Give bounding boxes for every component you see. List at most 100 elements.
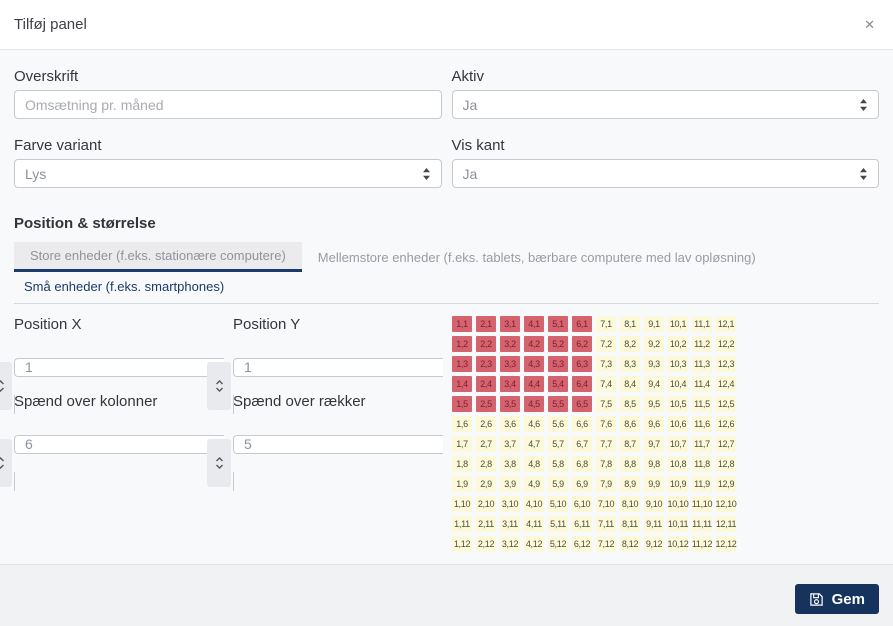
grid-cell-3-9[interactable]: 3,9 — [500, 476, 520, 492]
grid-cell-2-6[interactable]: 2,6 — [476, 416, 496, 432]
grid-cell-7-5[interactable]: 7,5 — [596, 396, 616, 412]
tab-medium-devices[interactable]: Mellemstore enheder (f.eks. tablets, bær… — [302, 242, 772, 272]
grid-cell-5-7[interactable]: 5,7 — [548, 436, 568, 452]
grid-cell-8-12[interactable]: 8,12 — [620, 536, 640, 552]
grid-cell-4-6[interactable]: 4,6 — [524, 416, 544, 432]
grid-cell-2-8[interactable]: 2,8 — [476, 456, 496, 472]
grid-cell-3-1[interactable]: 3,1 — [500, 316, 520, 332]
grid-cell-12-9[interactable]: 12,9 — [716, 476, 736, 492]
grid-cell-6-10[interactable]: 6,10 — [572, 496, 592, 512]
grid-cell-8-2[interactable]: 8,2 — [620, 336, 640, 352]
grid-cell-9-6[interactable]: 9,6 — [644, 416, 664, 432]
grid-cell-2-4[interactable]: 2,4 — [476, 376, 496, 392]
grid-cell-6-8[interactable]: 6,8 — [572, 456, 592, 472]
grid-cell-1-9[interactable]: 1,9 — [452, 476, 472, 492]
grid-cell-12-4[interactable]: 12,4 — [716, 376, 736, 392]
grid-cell-5-4[interactable]: 5,4 — [548, 376, 568, 392]
grid-cell-9-12[interactable]: 9,12 — [644, 536, 664, 552]
grid-cell-11-5[interactable]: 11,5 — [692, 396, 712, 412]
grid-cell-12-5[interactable]: 12,5 — [716, 396, 736, 412]
grid-cell-7-6[interactable]: 7,6 — [596, 416, 616, 432]
grid-cell-1-1[interactable]: 1,1 — [452, 316, 472, 332]
vis-kant-select[interactable]: Ja — [452, 160, 878, 187]
grid-cell-6-4[interactable]: 6,4 — [572, 376, 592, 392]
grid-cell-8-3[interactable]: 8,3 — [620, 356, 640, 372]
grid-cell-2-7[interactable]: 2,7 — [476, 436, 496, 452]
position-y-stepper[interactable] — [207, 362, 231, 410]
grid-cell-7-4[interactable]: 7,4 — [596, 376, 616, 392]
grid-cell-10-1[interactable]: 10,1 — [668, 316, 688, 332]
grid-cell-10-9[interactable]: 10,9 — [668, 476, 688, 492]
aktiv-select[interactable]: Ja — [452, 91, 878, 118]
grid-cell-8-10[interactable]: 8,10 — [620, 496, 640, 512]
grid-cell-2-12[interactable]: 2,12 — [476, 536, 496, 552]
grid-cell-12-8[interactable]: 12,8 — [716, 456, 736, 472]
grid-cell-12-3[interactable]: 12,3 — [716, 356, 736, 372]
grid-cell-12-7[interactable]: 12,7 — [716, 436, 736, 452]
grid-cell-9-7[interactable]: 9,7 — [644, 436, 664, 452]
grid-cell-1-4[interactable]: 1,4 — [452, 376, 472, 392]
grid-cell-8-7[interactable]: 8,7 — [620, 436, 640, 452]
grid-cell-6-6[interactable]: 6,6 — [572, 416, 592, 432]
save-button[interactable]: Gem — [794, 584, 879, 614]
grid-cell-8-4[interactable]: 8,4 — [620, 376, 640, 392]
grid-cell-11-3[interactable]: 11,3 — [692, 356, 712, 372]
grid-cell-12-12[interactable]: 12,12 — [715, 536, 737, 552]
tab-large-devices[interactable]: Store enheder (f.eks. stationære compute… — [14, 242, 302, 272]
grid-cell-4-2[interactable]: 4,2 — [524, 336, 544, 352]
grid-cell-9-8[interactable]: 9,8 — [644, 456, 664, 472]
grid-cell-3-6[interactable]: 3,6 — [500, 416, 520, 432]
grid-cell-2-10[interactable]: 2,10 — [476, 496, 496, 512]
grid-cell-2-1[interactable]: 2,1 — [476, 316, 496, 332]
grid-cell-9-11[interactable]: 9,11 — [644, 516, 664, 532]
grid-cell-11-9[interactable]: 11,9 — [692, 476, 712, 492]
grid-cell-1-10[interactable]: 1,10 — [452, 496, 472, 512]
grid-cell-3-8[interactable]: 3,8 — [500, 456, 520, 472]
grid-cell-2-3[interactable]: 2,3 — [476, 356, 496, 372]
grid-cell-8-5[interactable]: 8,5 — [620, 396, 640, 412]
grid-cell-10-8[interactable]: 10,8 — [668, 456, 688, 472]
grid-cell-3-10[interactable]: 3,10 — [500, 496, 520, 512]
grid-cell-10-6[interactable]: 10,6 — [668, 416, 688, 432]
grid-cell-6-2[interactable]: 6,2 — [572, 336, 592, 352]
grid-cell-11-10[interactable]: 11,10 — [692, 496, 712, 512]
grid-cell-1-8[interactable]: 1,8 — [452, 456, 472, 472]
grid-cell-5-10[interactable]: 5,10 — [548, 496, 568, 512]
grid-cell-7-2[interactable]: 7,2 — [596, 336, 616, 352]
grid-cell-8-6[interactable]: 8,6 — [620, 416, 640, 432]
grid-cell-5-8[interactable]: 5,8 — [548, 456, 568, 472]
grid-cell-4-12[interactable]: 4,12 — [524, 536, 544, 552]
grid-cell-12-2[interactable]: 12,2 — [716, 336, 736, 352]
grid-cell-3-11[interactable]: 3,11 — [500, 516, 520, 532]
grid-cell-5-6[interactable]: 5,6 — [548, 416, 568, 432]
grid-cell-11-6[interactable]: 11,6 — [692, 416, 712, 432]
grid-cell-6-3[interactable]: 6,3 — [572, 356, 592, 372]
span-columns-input[interactable] — [15, 415, 224, 473]
grid-cell-4-3[interactable]: 4,3 — [524, 356, 544, 372]
grid-cell-1-7[interactable]: 1,7 — [452, 436, 472, 452]
grid-cell-11-12[interactable]: 11,12 — [692, 536, 712, 552]
grid-cell-12-10[interactable]: 12,10 — [715, 496, 737, 512]
grid-cell-7-9[interactable]: 7,9 — [596, 476, 616, 492]
grid-cell-12-11[interactable]: 12,11 — [716, 516, 736, 532]
grid-cell-10-2[interactable]: 10,2 — [668, 336, 688, 352]
grid-cell-4-1[interactable]: 4,1 — [524, 316, 544, 332]
grid-cell-2-5[interactable]: 2,5 — [476, 396, 496, 412]
grid-cell-4-4[interactable]: 4,4 — [524, 376, 544, 392]
grid-cell-11-4[interactable]: 11,4 — [692, 376, 712, 392]
grid-cell-11-7[interactable]: 11,7 — [692, 436, 712, 452]
overskrift-input[interactable] — [14, 90, 442, 119]
grid-cell-5-1[interactable]: 5,1 — [548, 316, 568, 332]
grid-cell-5-11[interactable]: 5,11 — [548, 516, 568, 532]
grid-cell-8-8[interactable]: 8,8 — [620, 456, 640, 472]
grid-cell-10-10[interactable]: 10,10 — [667, 496, 689, 512]
grid-cell-5-9[interactable]: 5,9 — [548, 476, 568, 492]
grid-cell-11-1[interactable]: 11,1 — [692, 316, 712, 332]
grid-cell-2-9[interactable]: 2,9 — [476, 476, 496, 492]
grid-cell-3-12[interactable]: 3,12 — [500, 536, 520, 552]
grid-cell-3-2[interactable]: 3,2 — [500, 336, 520, 352]
grid-cell-7-11[interactable]: 7,11 — [596, 516, 616, 532]
grid-cell-9-1[interactable]: 9,1 — [644, 316, 664, 332]
grid-cell-1-2[interactable]: 1,2 — [452, 336, 472, 352]
grid-cell-4-5[interactable]: 4,5 — [524, 396, 544, 412]
